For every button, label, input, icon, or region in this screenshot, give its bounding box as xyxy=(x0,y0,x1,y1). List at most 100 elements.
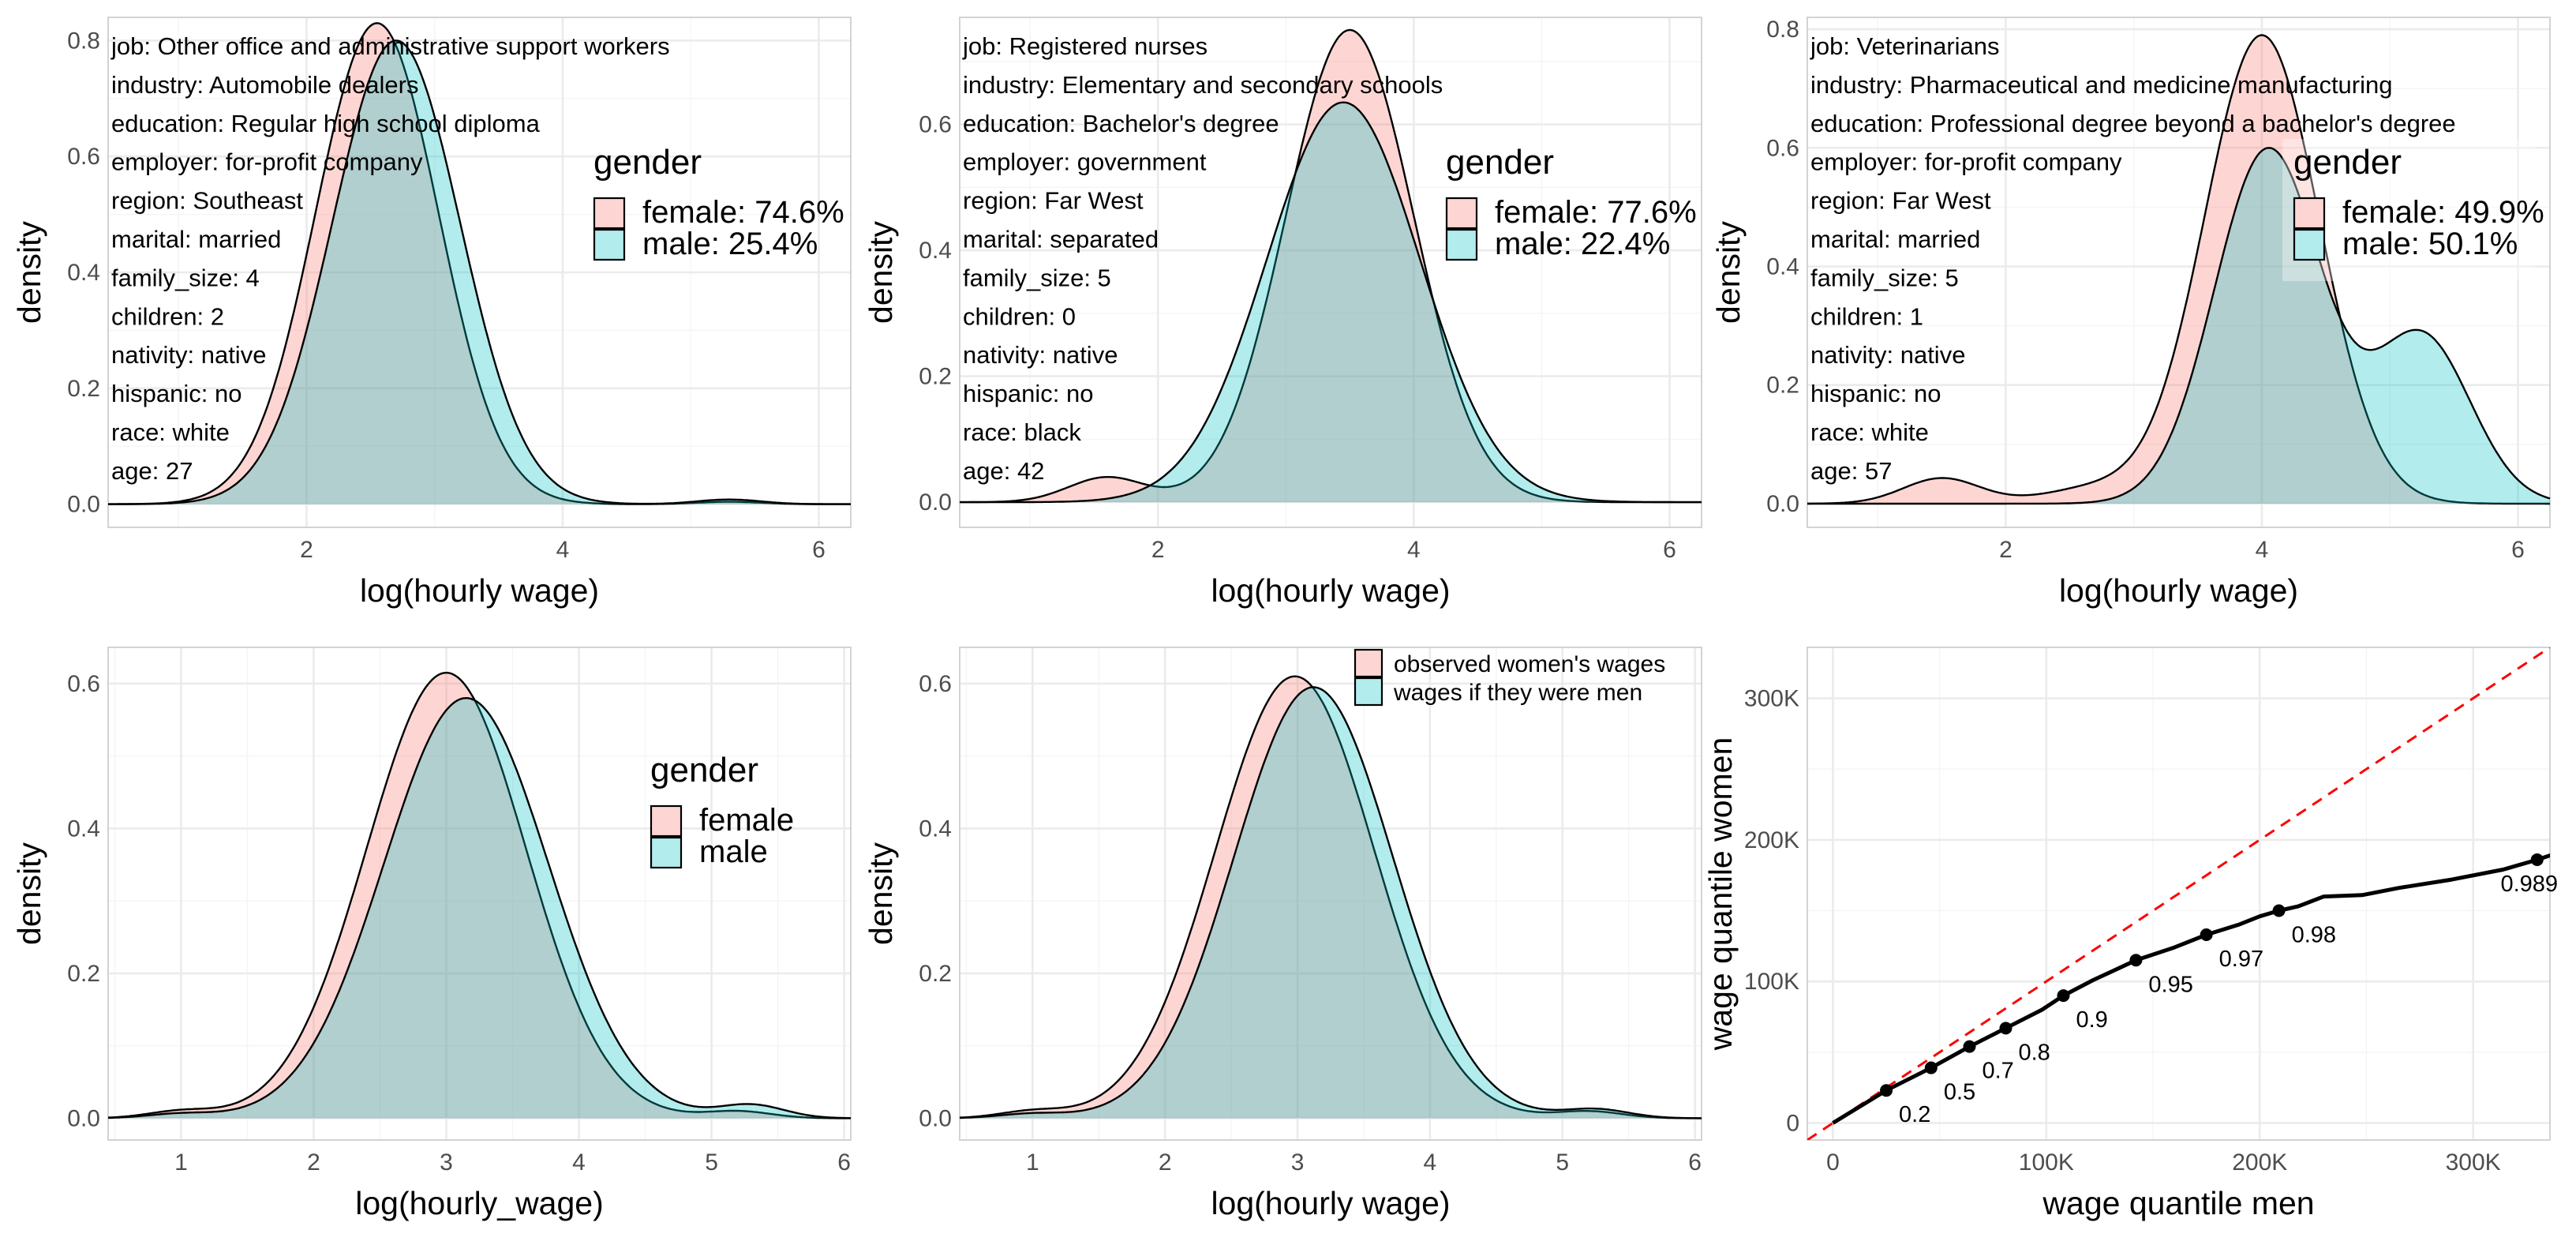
y-tick-label: 0.6 xyxy=(67,671,100,697)
info-line: family_size: 5 xyxy=(963,264,1111,291)
x-tick-label: 4 xyxy=(572,1149,586,1176)
y-tick-label: 0.4 xyxy=(1766,253,1799,279)
legend-entry: male xyxy=(699,834,768,869)
legend-entry: female xyxy=(699,803,794,838)
y-axis-title: density xyxy=(863,842,899,945)
legend-entry: female: 49.9% xyxy=(2342,195,2544,230)
y-tick-label: 200K xyxy=(1744,827,1799,853)
x-tick-label: 6 xyxy=(1663,537,1676,563)
legend: gender female: 77.6%male: 22.4% xyxy=(1445,143,1697,261)
info-line: race: white xyxy=(111,418,230,446)
panel-5: 1 2 3 4 5 6 0.0 0.2 0.4 0.6 log(hourly wage) densit… xyxy=(863,647,1702,1221)
info-line: marital: married xyxy=(111,226,281,253)
x-axis-title: log(hourly wage) xyxy=(1211,1185,1450,1221)
density-line-male xyxy=(108,39,851,505)
info-line: hispanic: no xyxy=(1810,380,1941,407)
info-line: family_size: 4 xyxy=(111,264,260,291)
y-axis-title: wage quantile women xyxy=(1702,737,1739,1052)
density-line-female xyxy=(960,28,1702,504)
panel-border xyxy=(107,17,852,528)
y-tick-label: 0.4 xyxy=(67,260,100,286)
quantile-point xyxy=(2530,853,2544,866)
y-axis-title: density xyxy=(11,221,47,324)
panel-border xyxy=(959,17,1702,528)
legend-key-bg xyxy=(593,229,625,261)
legend-key xyxy=(1445,197,1478,230)
y-tick-label: 0.4 xyxy=(67,816,100,842)
density-line-female xyxy=(108,22,851,505)
legend-key-bg xyxy=(1354,649,1383,677)
legend-entry: male: 22.4% xyxy=(1495,227,1670,261)
density-line-female xyxy=(1807,34,2550,505)
quantile-label: 0.989 xyxy=(2500,872,2558,897)
panel-1: 2 4 6 0.0 0.2 0.4 0.6 0.8 log(hourly wage) densit… xyxy=(11,17,852,609)
y-tick-label: 0.0 xyxy=(67,1105,100,1131)
info-line: job: Other office and administrative sup… xyxy=(110,32,670,60)
x-axis-title: log(hourly wage) xyxy=(2059,572,2298,609)
info-line: employer: for-profit company xyxy=(1810,148,2122,176)
info-line: region: Far West xyxy=(963,187,1144,215)
legend-key xyxy=(650,836,683,869)
x-axis-title: log(hourly wage) xyxy=(1211,572,1450,609)
info-line: nativity: native xyxy=(111,341,266,369)
y-tick-label: 300K xyxy=(1744,686,1799,712)
density-line-male xyxy=(960,101,1702,504)
legend: gender female: 74.6%male: 25.4% xyxy=(593,143,844,261)
density-area-female xyxy=(108,23,851,504)
x-tick-label: 6 xyxy=(2511,537,2525,563)
density-line-female xyxy=(107,671,851,1119)
info-line: industry: Automobile dealers xyxy=(111,71,418,99)
y-tick-label: 0.0 xyxy=(919,1105,952,1131)
panel-border xyxy=(1807,17,2551,528)
legend-key xyxy=(650,804,683,838)
quantile-point xyxy=(1924,1061,1938,1074)
quantile-label: 0.2 xyxy=(1899,1102,1930,1127)
info-line: marital: married xyxy=(1810,226,1980,253)
info-line: education: Bachelor's degree xyxy=(963,110,1279,137)
info-line: race: white xyxy=(1810,418,1929,446)
legend-key-bg xyxy=(2293,197,2325,229)
x-tick-label: 300K xyxy=(2446,1149,2501,1176)
panel-border xyxy=(1807,647,2551,1141)
quantile-label: 0.95 xyxy=(2148,972,2192,997)
info-line: education: Professional degree beyond a … xyxy=(1810,110,2456,137)
legend-key-bg xyxy=(650,837,682,868)
y-axis-title: density xyxy=(863,221,899,324)
density-area-observed-women-s-wages xyxy=(960,676,1702,1119)
x-tick-label: 4 xyxy=(1407,537,1421,563)
y-tick-label: 0.6 xyxy=(67,144,100,170)
x-axis-title: log(hourly_wage) xyxy=(355,1185,604,1221)
info-line: job: Registered nurses xyxy=(962,32,1208,60)
y-tick-label: 0.0 xyxy=(67,492,100,518)
panel-4: 1 2 3 4 5 6 0.0 0.2 0.4 0.6 log(hourly_wage) densit… xyxy=(11,647,852,1221)
x-axis-title: wage quantile men xyxy=(2042,1185,2314,1221)
density-area-male xyxy=(1807,148,2550,504)
x-tick-label: 5 xyxy=(705,1149,718,1176)
x-tick-label: 200K xyxy=(2232,1149,2287,1176)
quantile-point xyxy=(2057,989,2070,1003)
y-tick-label: 0 xyxy=(1786,1110,1799,1136)
x-tick-label: 0 xyxy=(1826,1149,1840,1176)
y-tick-label: 0.8 xyxy=(67,28,100,54)
equality-diagonal xyxy=(1807,647,2550,1140)
panel-border xyxy=(107,647,852,1141)
info-line: marital: separated xyxy=(963,226,1159,253)
plot-area xyxy=(1807,647,2550,1140)
legend-entry: male: 25.4% xyxy=(642,227,818,261)
quantile-point xyxy=(1963,1040,1976,1053)
legend-key-bg xyxy=(1446,229,1477,261)
y-tick-label: 100K xyxy=(1744,969,1799,995)
info-line: region: Southeast xyxy=(111,187,303,215)
legend-key-bg xyxy=(593,197,625,229)
x-tick-label: 4 xyxy=(2256,537,2269,563)
y-tick-label: 0.0 xyxy=(919,489,952,516)
density-line-observed-women-s-wages xyxy=(959,675,1702,1119)
legend-title: gender xyxy=(1446,143,1554,182)
x-tick-label: 3 xyxy=(1291,1149,1305,1176)
info-line: industry: Pharmaceutical and medicine ma… xyxy=(1810,71,2393,99)
density-line-male xyxy=(108,696,852,1119)
density-area-female xyxy=(1807,35,2550,504)
x-tick-label: 2 xyxy=(300,537,313,563)
